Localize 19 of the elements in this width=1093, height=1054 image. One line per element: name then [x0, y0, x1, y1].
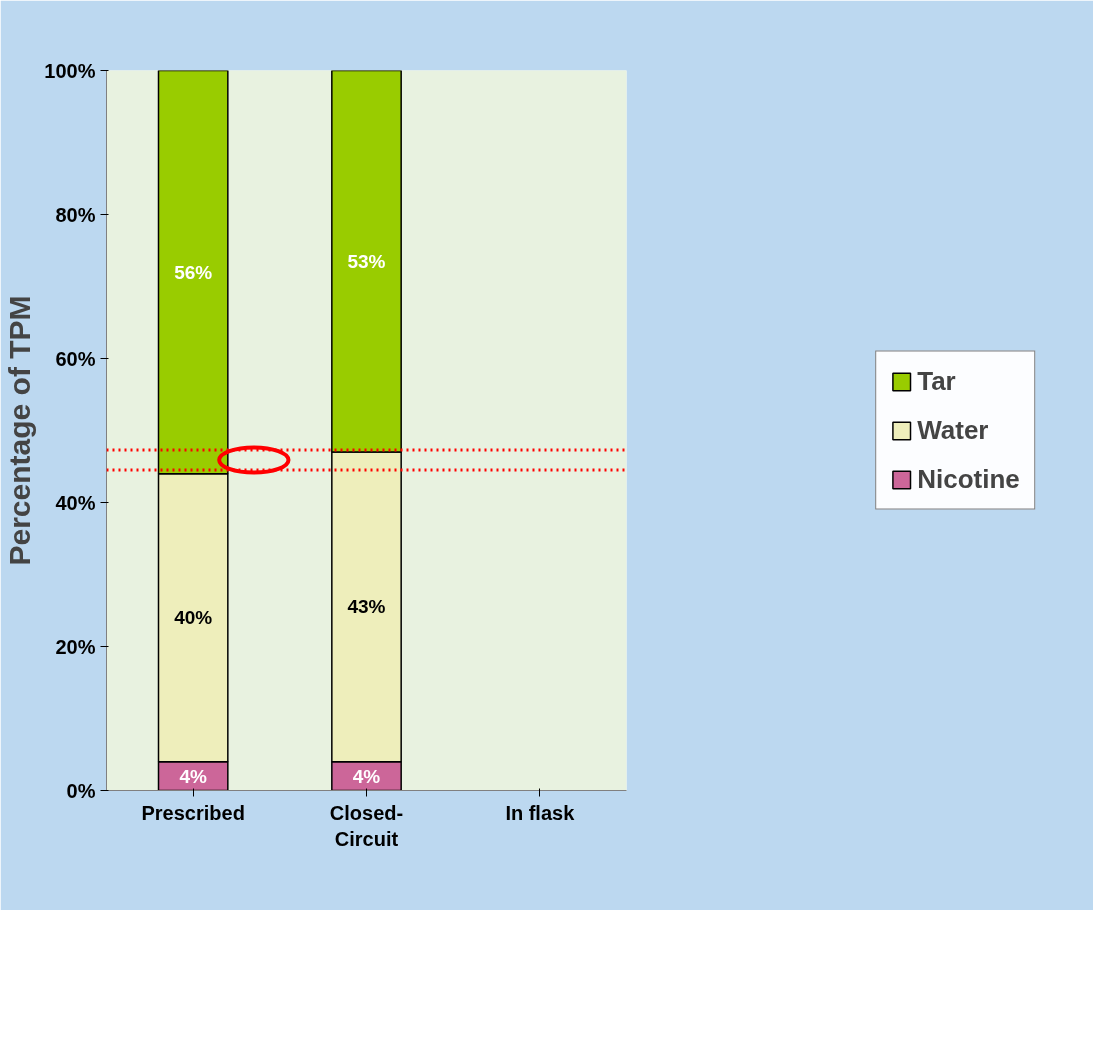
legend-label: Water — [917, 414, 989, 446]
y-axis-title: Percentage of TPM — [3, 295, 37, 566]
x-tick-label: Prescribed — [141, 801, 245, 824]
x-tick-label: Closed-Circuit — [329, 801, 404, 850]
data-label: 40% — [174, 607, 213, 629]
y-tick-label: 60% — [55, 347, 96, 370]
data-label: 4% — [179, 765, 207, 787]
y-tick-label: 100% — [44, 59, 96, 82]
data-label: 4% — [352, 765, 381, 787]
legend-label: Tar — [917, 365, 956, 397]
x-tick-label: In flask — [505, 801, 576, 824]
y-tick-label: 0% — [66, 779, 96, 802]
y-tick-label: 80% — [55, 203, 96, 226]
y-tick-label: 20% — [55, 635, 96, 658]
y-tick-label: 40% — [55, 491, 96, 514]
data-label: 56% — [174, 261, 213, 283]
data-label: 43% — [347, 596, 386, 618]
data-label: 53% — [347, 250, 386, 272]
legend-label: Nicotine — [917, 463, 1020, 495]
